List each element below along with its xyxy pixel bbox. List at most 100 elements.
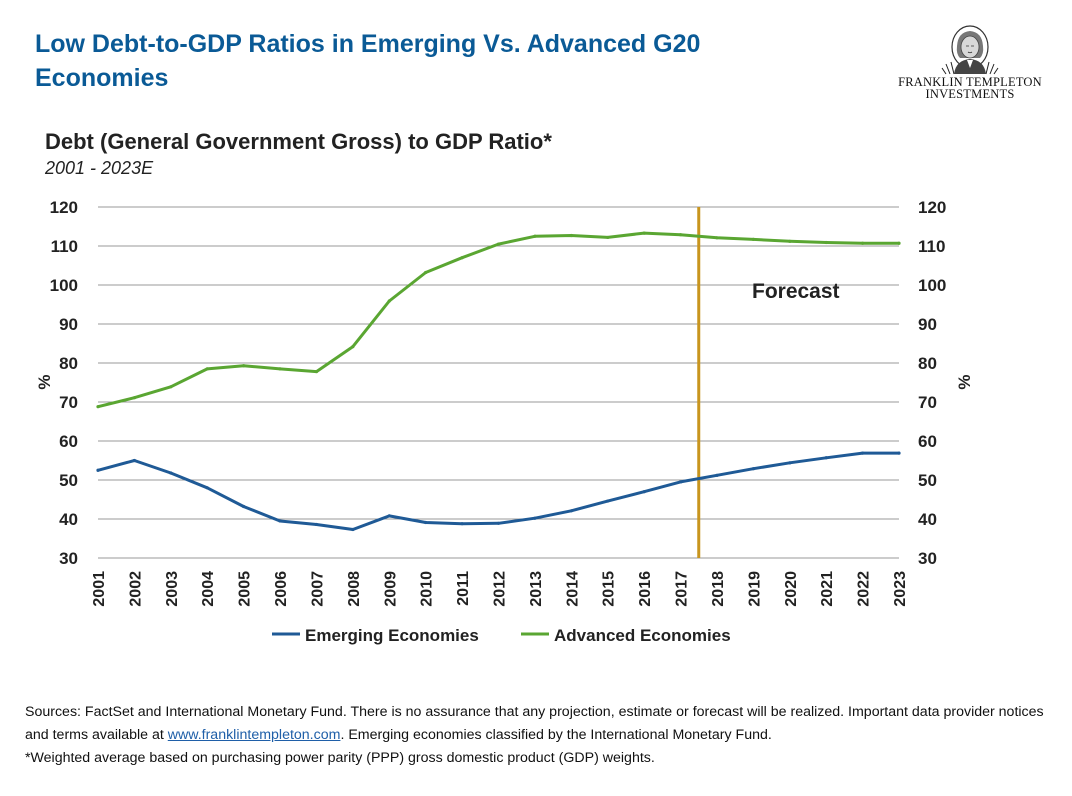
data-point-advanced-economies-2018 — [715, 236, 719, 240]
x-tick-2017: 2017 — [674, 571, 691, 607]
data-point-emerging-economies-2009 — [387, 514, 391, 518]
x-tick-2004: 2004 — [200, 571, 217, 607]
x-tick-2008: 2008 — [346, 571, 363, 607]
y-tick-left-40: 40 — [59, 510, 78, 529]
data-point-advanced-economies-2009 — [387, 299, 391, 303]
y-tick-left-80: 80 — [59, 354, 78, 373]
data-point-emerging-economies-2006 — [278, 519, 282, 523]
y-tick-right-40: 40 — [918, 510, 937, 529]
data-point-emerging-economies-2002 — [132, 458, 137, 463]
data-point-advanced-economies-2015 — [606, 235, 610, 240]
data-point-emerging-economies-2016 — [642, 490, 646, 494]
x-tick-2012: 2012 — [492, 571, 509, 607]
y-tick-right-70: 70 — [918, 393, 937, 412]
data-point-advanced-economies-2017 — [678, 233, 683, 237]
y-tick-left-70: 70 — [59, 393, 78, 412]
franklin-templeton-logo: FRANKLIN TEMPLETON INVESTMENTS — [886, 24, 1054, 108]
x-tick-2007: 2007 — [309, 571, 326, 607]
data-point-emerging-economies-2022 — [860, 451, 865, 455]
x-tick-2022: 2022 — [856, 571, 873, 607]
data-point-advanced-economies-2016 — [642, 231, 646, 235]
y-axis-label-left: % — [35, 374, 54, 389]
x-tick-2002: 2002 — [127, 571, 144, 607]
y-tick-right-110: 110 — [918, 237, 945, 256]
y-tick-right-30: 30 — [918, 549, 937, 568]
x-tick-2023: 2023 — [892, 571, 909, 607]
y-tick-left-30: 30 — [59, 549, 78, 568]
y-tick-right-120: 120 — [918, 198, 946, 217]
sources-footnote: Sources: FactSet and International Monet… — [25, 701, 1055, 770]
x-tick-2015: 2015 — [601, 571, 618, 607]
data-point-emerging-economies-2010 — [424, 520, 428, 525]
y-tick-left-110: 110 — [51, 237, 78, 256]
data-point-advanced-economies-2011 — [460, 256, 464, 260]
y-tick-right-50: 50 — [918, 471, 937, 490]
data-point-emerging-economies-2011 — [460, 522, 464, 526]
y-axis-label-right: % — [955, 374, 974, 389]
data-point-advanced-economies-2013 — [533, 234, 537, 238]
data-point-advanced-economies-2005 — [242, 364, 246, 368]
y-tick-right-60: 60 — [918, 432, 937, 451]
franklintempleton-link[interactable]: www.franklintempleton.com — [167, 727, 341, 743]
data-point-advanced-economies-2012 — [496, 242, 501, 246]
data-point-emerging-economies-2021 — [824, 456, 828, 460]
y-tick-left-50: 50 — [59, 471, 78, 490]
y-tick-left-60: 60 — [59, 432, 78, 451]
series-line-emerging-economies — [96, 451, 901, 531]
x-tick-2014: 2014 — [564, 571, 581, 607]
data-point-advanced-economies-2002 — [132, 396, 137, 400]
series-line-advanced-economies — [96, 231, 901, 409]
footnote-sources-paragraph: Sources: FactSet and International Monet… — [25, 701, 1055, 747]
logo-text-investments: INVESTMENTS — [925, 87, 1015, 101]
x-tick-2001: 2001 — [91, 571, 108, 607]
data-point-emerging-economies-2023 — [897, 451, 901, 455]
legend-label-emerging-economies: Emerging Economies — [305, 626, 479, 645]
data-point-emerging-economies-2005 — [242, 504, 246, 509]
data-point-advanced-economies-2004 — [205, 367, 209, 371]
y-tick-left-90: 90 — [59, 315, 78, 334]
forecast-annotation: Forecast — [752, 280, 840, 303]
benjamin-franklin-portrait-icon — [941, 25, 999, 75]
data-point-emerging-economies-2003 — [169, 471, 173, 475]
data-point-emerging-economies-2014 — [569, 509, 573, 513]
data-point-advanced-economies-2010 — [424, 270, 428, 275]
data-point-emerging-economies-2018 — [715, 473, 719, 477]
data-point-emerging-economies-2001 — [96, 468, 100, 472]
data-point-advanced-economies-2001 — [96, 405, 100, 409]
data-point-emerging-economies-2017 — [678, 480, 683, 484]
y-tick-right-80: 80 — [918, 354, 937, 373]
y-tick-left-120: 120 — [50, 198, 78, 217]
x-tick-2006: 2006 — [273, 571, 290, 607]
x-tick-2018: 2018 — [710, 571, 727, 607]
data-point-emerging-economies-2013 — [533, 516, 537, 520]
data-point-emerging-economies-2020 — [788, 461, 792, 465]
data-point-advanced-economies-2014 — [569, 233, 573, 238]
y-tick-right-100: 100 — [918, 276, 946, 295]
data-point-emerging-economies-2015 — [606, 499, 610, 503]
data-point-emerging-economies-2008 — [351, 527, 355, 532]
x-tick-2019: 2019 — [746, 571, 763, 607]
x-tick-2011: 2011 — [455, 571, 472, 606]
footnote-sources-text-end: . Emerging economies classified by the I… — [340, 727, 772, 743]
data-point-advanced-economies-2003 — [169, 385, 173, 389]
logo-text-franklin-templeton: FRANKLIN TEMPLETON — [898, 75, 1042, 89]
data-point-emerging-economies-2004 — [205, 486, 209, 490]
data-point-advanced-economies-2021 — [824, 240, 828, 245]
data-point-advanced-economies-2006 — [278, 367, 282, 371]
data-point-advanced-economies-2022 — [860, 241, 865, 245]
y-tick-left-100: 100 — [50, 276, 78, 295]
data-point-advanced-economies-2008 — [351, 345, 355, 349]
data-point-advanced-economies-2007 — [314, 369, 319, 374]
data-point-emerging-economies-2012 — [496, 521, 501, 525]
x-tick-2005: 2005 — [237, 571, 254, 607]
x-tick-2009: 2009 — [382, 571, 399, 607]
data-point-emerging-economies-2019 — [751, 467, 755, 471]
x-tick-2010: 2010 — [419, 571, 436, 607]
legend-label-advanced-economies: Advanced Economies — [554, 626, 731, 645]
chart-title: Debt (General Government Gross) to GDP R… — [45, 129, 552, 154]
chart-subtitle: 2001 - 2023E — [45, 158, 154, 178]
footnote-sources-text: Sources: FactSet and International Monet… — [25, 704, 1044, 743]
x-tick-2013: 2013 — [528, 571, 545, 607]
x-tick-2021: 2021 — [819, 571, 836, 607]
